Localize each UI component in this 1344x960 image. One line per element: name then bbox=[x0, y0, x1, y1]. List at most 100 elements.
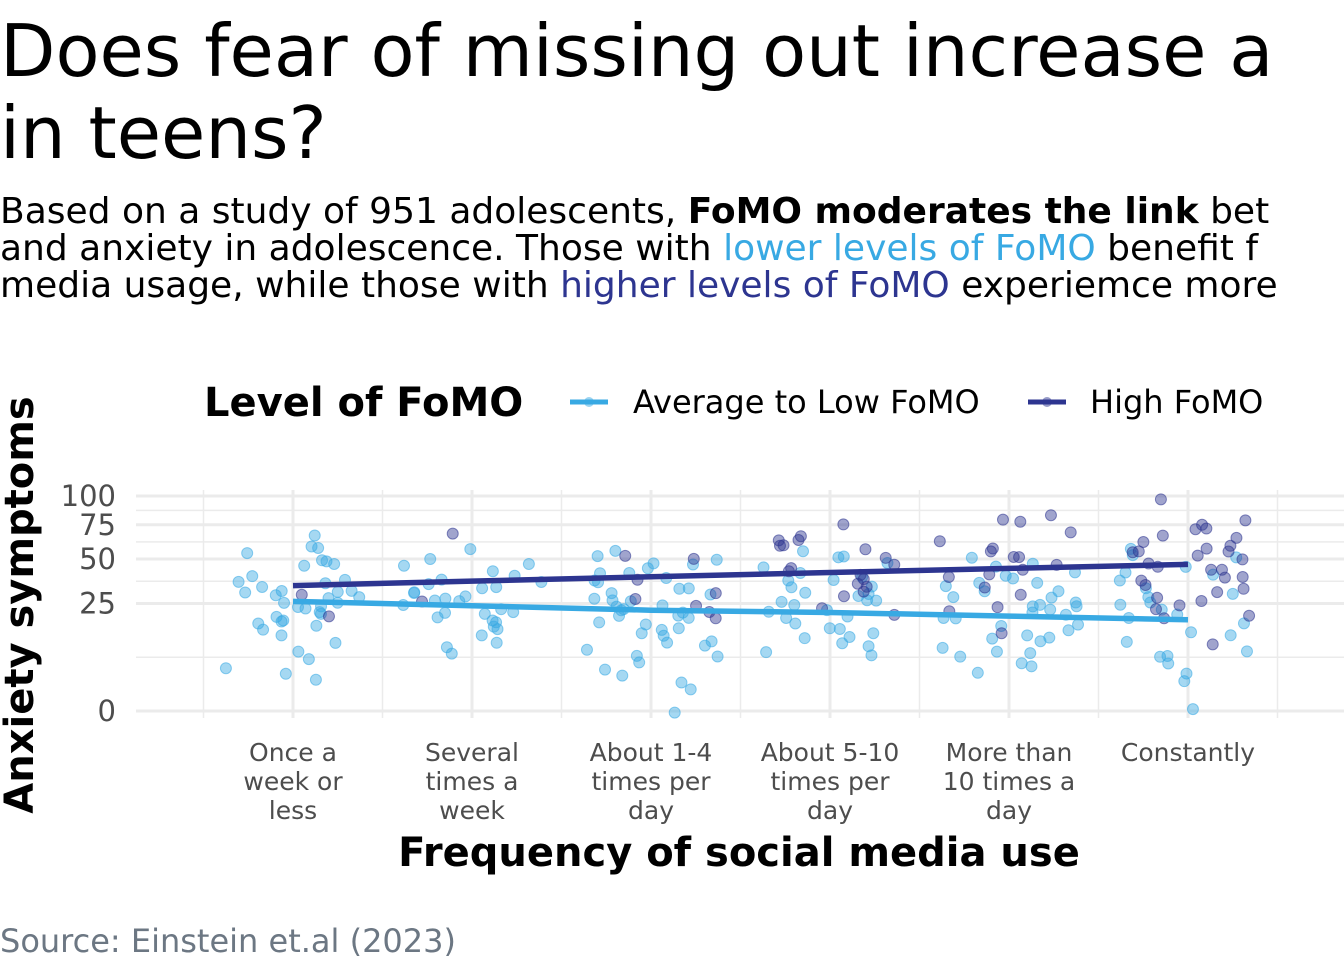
x-tick-label: Constantly bbox=[1121, 738, 1255, 767]
point-high-fomo bbox=[995, 627, 1008, 640]
point-low-fomo bbox=[256, 580, 269, 593]
point-high-fomo bbox=[777, 539, 790, 552]
point-low-fomo bbox=[986, 632, 999, 645]
point-low-fomo bbox=[978, 585, 991, 598]
point-low-fomo bbox=[308, 529, 321, 542]
point-low-fomo bbox=[328, 557, 341, 570]
y-tick-label: 75 bbox=[79, 508, 116, 542]
source-caption: Source: Einstein et.al (2023) bbox=[0, 922, 456, 960]
point-low-fomo bbox=[1224, 629, 1237, 642]
point-low-fomo bbox=[522, 558, 535, 571]
point-low-fomo bbox=[657, 629, 670, 642]
point-low-fomo bbox=[1154, 650, 1167, 663]
point-high-fomo bbox=[295, 588, 308, 601]
point-low-fomo bbox=[698, 639, 711, 652]
point-low-fomo bbox=[329, 636, 342, 649]
point-high-fomo bbox=[1132, 545, 1145, 558]
legend-swatch-point bbox=[1042, 397, 1052, 407]
point-low-fomo bbox=[302, 653, 315, 666]
point-high-fomo bbox=[984, 545, 997, 558]
point-high-fomo bbox=[1200, 542, 1213, 555]
point-high-fomo bbox=[1014, 588, 1027, 601]
point-low-fomo bbox=[1062, 624, 1075, 637]
subtitle-line-1: Based on a study of 951 adolescents, FoM… bbox=[0, 194, 1270, 232]
point-high-fomo bbox=[792, 533, 805, 546]
point-low-fomo bbox=[827, 574, 840, 587]
point-low-fomo bbox=[832, 551, 845, 564]
point-high-fomo bbox=[446, 527, 459, 540]
point-high-fomo bbox=[1156, 529, 1169, 542]
point-low-fomo bbox=[1126, 549, 1139, 562]
point-low-fomo bbox=[1114, 598, 1127, 611]
point-high-fomo bbox=[687, 552, 700, 565]
point-low-fomo bbox=[789, 617, 802, 630]
point-high-fomo bbox=[1243, 609, 1256, 622]
point-low-fomo bbox=[1034, 635, 1047, 648]
point-low-fomo bbox=[431, 611, 444, 624]
point-low-fomo bbox=[823, 622, 836, 635]
trend-line-high-fomo bbox=[292, 561, 1189, 589]
point-low-fomo bbox=[675, 676, 688, 689]
point-low-fomo bbox=[616, 669, 629, 682]
point-low-fomo bbox=[397, 559, 410, 572]
point-high-fomo bbox=[1206, 638, 1219, 651]
point-low-fomo bbox=[635, 627, 648, 640]
point-high-fomo bbox=[1200, 522, 1213, 535]
point-low-fomo bbox=[232, 575, 245, 588]
point-low-fomo bbox=[252, 617, 265, 630]
point-low-fomo bbox=[299, 602, 312, 615]
point-low-fomo bbox=[580, 643, 593, 656]
point-high-fomo bbox=[1137, 535, 1150, 548]
chart-subtitle: Based on a study of 951 adolescents, FoM… bbox=[0, 194, 1344, 305]
point-low-fomo bbox=[275, 585, 288, 598]
point-high-fomo bbox=[996, 513, 1009, 526]
point-low-fomo bbox=[971, 666, 984, 679]
point-high-fomo bbox=[1064, 526, 1077, 539]
point-low-fomo bbox=[292, 645, 305, 658]
point-low-fomo bbox=[1240, 645, 1253, 658]
point-high-fomo bbox=[1195, 595, 1208, 608]
point-high-fomo bbox=[1237, 582, 1250, 595]
point-low-fomo bbox=[309, 673, 322, 686]
point-high-fomo bbox=[1126, 546, 1139, 559]
point-high-fomo bbox=[709, 587, 722, 600]
y-tick-label: 25 bbox=[79, 587, 116, 621]
point-low-fomo bbox=[1024, 647, 1037, 660]
y-tick-label: 100 bbox=[61, 479, 116, 513]
point-low-fomo bbox=[870, 594, 883, 607]
legend-label: High FoMO bbox=[1090, 383, 1263, 421]
point-low-fomo bbox=[672, 622, 685, 635]
point-low-fomo bbox=[673, 582, 686, 595]
point-low-fomo bbox=[246, 570, 259, 583]
point-low-fomo bbox=[257, 623, 270, 636]
point-low-fomo bbox=[1120, 635, 1133, 648]
point-low-fomo bbox=[710, 553, 723, 566]
point-low-fomo bbox=[867, 627, 880, 640]
point-low-fomo bbox=[1178, 675, 1191, 688]
point-low-fomo bbox=[1007, 572, 1020, 585]
point-low-fomo bbox=[1162, 657, 1175, 670]
point-low-fomo bbox=[939, 580, 952, 593]
point-low-fomo bbox=[1044, 603, 1057, 616]
point-low-fomo bbox=[799, 586, 812, 599]
point-low-fomo bbox=[593, 616, 606, 629]
point-low-fomo bbox=[445, 647, 458, 660]
point-low-fomo bbox=[241, 547, 254, 560]
point-low-fomo bbox=[490, 636, 503, 649]
point-high-fomo bbox=[619, 549, 632, 562]
y-axis-title: Anxiety symptoms bbox=[0, 396, 43, 813]
point-low-fomo bbox=[785, 581, 798, 594]
point-low-fomo bbox=[965, 551, 978, 564]
point-high-fomo bbox=[1189, 523, 1202, 536]
point-high-fomo bbox=[859, 543, 872, 556]
point-low-fomo bbox=[1186, 703, 1199, 716]
point-high-fomo bbox=[1139, 579, 1152, 592]
subtitle-line-3: media usage, while those with higher lev… bbox=[0, 265, 1278, 305]
point-high-fomo bbox=[1239, 514, 1252, 527]
point-low-fomo bbox=[609, 544, 622, 557]
point-low-fomo bbox=[599, 663, 612, 676]
point-high-fomo bbox=[991, 601, 1004, 614]
x-tick-label: About 1-4 times per day bbox=[590, 738, 713, 825]
point-low-fomo bbox=[591, 550, 604, 563]
